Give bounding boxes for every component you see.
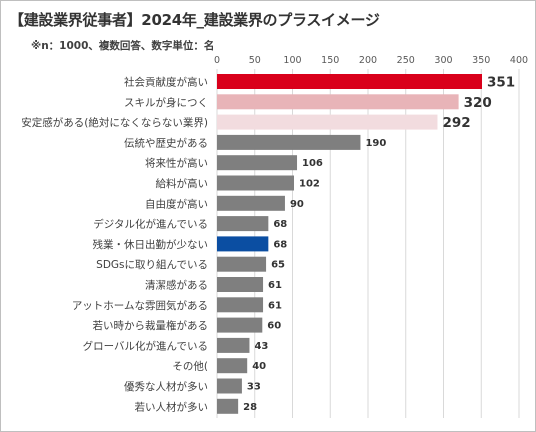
- value-label: 60: [267, 321, 281, 332]
- bar: [217, 134, 361, 150]
- category-label: 残業・休日出勤が少ない: [93, 238, 209, 251]
- x-tick-label: 0: [214, 55, 220, 66]
- bar: [217, 317, 263, 333]
- value-label: 102: [299, 179, 320, 190]
- category-label: 伝統や歴史がある: [124, 136, 208, 149]
- bar: [217, 94, 459, 110]
- category-label: アットホームな雰囲気がある: [72, 299, 208, 312]
- bar: [217, 236, 269, 252]
- bar: [217, 277, 264, 292]
- category-label: 将来性が高い: [145, 157, 208, 170]
- category-label: グローバル化が進んでいる: [83, 339, 208, 352]
- bar: [217, 398, 239, 414]
- category-label: 清潔感がある: [145, 279, 208, 292]
- value-label: 351: [487, 75, 515, 91]
- category-label: 若い時から裁量権がある: [93, 319, 209, 332]
- value-label: 292: [442, 115, 470, 131]
- category-label: 若い人材が多い: [135, 400, 209, 413]
- bar: [217, 297, 264, 313]
- bar: [217, 195, 285, 211]
- bar: [217, 74, 483, 89]
- category-label: デジタル化が進んでいる: [93, 218, 208, 231]
- value-label: 61: [268, 300, 282, 311]
- bar: [217, 216, 269, 232]
- category-label: 安定感がある(絶対になくならない業界): [21, 116, 208, 129]
- x-tick-label: 400: [510, 55, 528, 66]
- bar: [217, 337, 250, 353]
- category-label: 給料が高い: [156, 177, 209, 190]
- value-label: 28: [243, 402, 257, 413]
- bar: [217, 256, 267, 272]
- value-label: 320: [464, 95, 492, 111]
- category-label: スキルが身につく: [124, 96, 208, 109]
- bar: [217, 358, 248, 374]
- x-tick-label: 250: [397, 55, 415, 66]
- category-label: 社会貢献度が高い: [124, 76, 208, 89]
- value-label: 68: [273, 219, 287, 230]
- chart-title: 【建設業界従事者】2024年_建設業界のプラスイメージ: [9, 11, 380, 29]
- x-tick-label: 300: [434, 55, 452, 66]
- bar: [217, 175, 295, 191]
- value-label: 61: [268, 280, 282, 291]
- bar: [217, 155, 298, 171]
- x-tick-label: 150: [321, 55, 339, 66]
- x-tick-label: 100: [283, 55, 301, 66]
- value-label: 40: [252, 361, 266, 372]
- bar: [217, 114, 438, 130]
- value-label: 106: [302, 158, 323, 169]
- bar: [217, 378, 242, 394]
- chart-subtitle: ※n：1000、複数回答、数字単位：名: [31, 40, 215, 52]
- x-tick-label: 50: [249, 55, 261, 66]
- value-label: 33: [247, 382, 261, 393]
- value-label: 43: [254, 341, 268, 352]
- category-label: その他(: [172, 360, 208, 373]
- category-label: 自由度が高い: [145, 197, 208, 210]
- x-tick-label: 200: [359, 55, 377, 66]
- value-label: 90: [290, 199, 304, 210]
- value-label: 68: [273, 239, 287, 250]
- category-label: SDGsに取り組んでいる: [96, 258, 208, 271]
- category-label: 優秀な人材が多い: [124, 380, 208, 393]
- value-label: 65: [271, 260, 285, 271]
- value-label: 190: [365, 138, 386, 149]
- x-tick-label: 350: [472, 55, 490, 66]
